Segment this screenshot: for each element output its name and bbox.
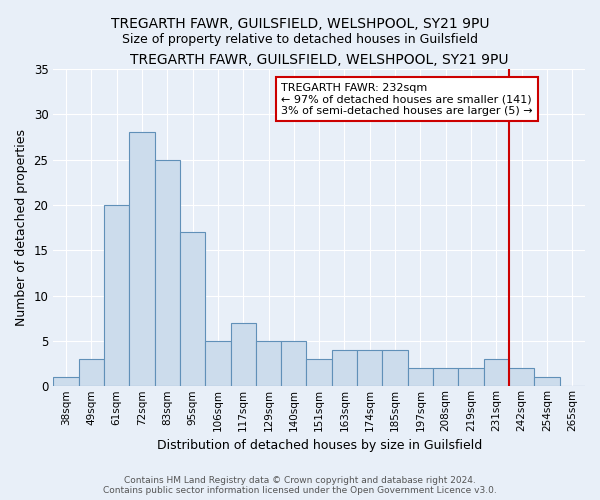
Bar [458,368,484,386]
Bar [332,350,357,387]
Text: Contains HM Land Registry data © Crown copyright and database right 2024.: Contains HM Land Registry data © Crown c… [124,476,476,485]
Bar [535,377,560,386]
Bar [281,341,307,386]
Bar [484,359,509,386]
Title: TREGARTH FAWR, GUILSFIELD, WELSHPOOL, SY21 9PU: TREGARTH FAWR, GUILSFIELD, WELSHPOOL, SY… [130,52,508,66]
Bar [205,341,230,386]
Bar [509,368,535,386]
Bar [180,232,205,386]
Bar [408,368,433,386]
Bar [382,350,408,387]
Bar [357,350,382,387]
Bar [433,368,458,386]
Bar [129,132,155,386]
Text: TREGARTH FAWR, GUILSFIELD, WELSHPOOL, SY21 9PU: TREGARTH FAWR, GUILSFIELD, WELSHPOOL, SY… [111,18,489,32]
Bar [104,205,129,386]
Bar [53,377,79,386]
Bar [155,160,180,386]
Y-axis label: Number of detached properties: Number of detached properties [15,129,28,326]
Text: TREGARTH FAWR: 232sqm
← 97% of detached houses are smaller (141)
3% of semi-deta: TREGARTH FAWR: 232sqm ← 97% of detached … [281,82,533,116]
Bar [256,341,281,386]
Bar [79,359,104,386]
X-axis label: Distribution of detached houses by size in Guilsfield: Distribution of detached houses by size … [157,440,482,452]
Text: Size of property relative to detached houses in Guilsfield: Size of property relative to detached ho… [122,32,478,46]
Text: Contains public sector information licensed under the Open Government Licence v3: Contains public sector information licen… [103,486,497,495]
Bar [307,359,332,386]
Bar [230,323,256,386]
